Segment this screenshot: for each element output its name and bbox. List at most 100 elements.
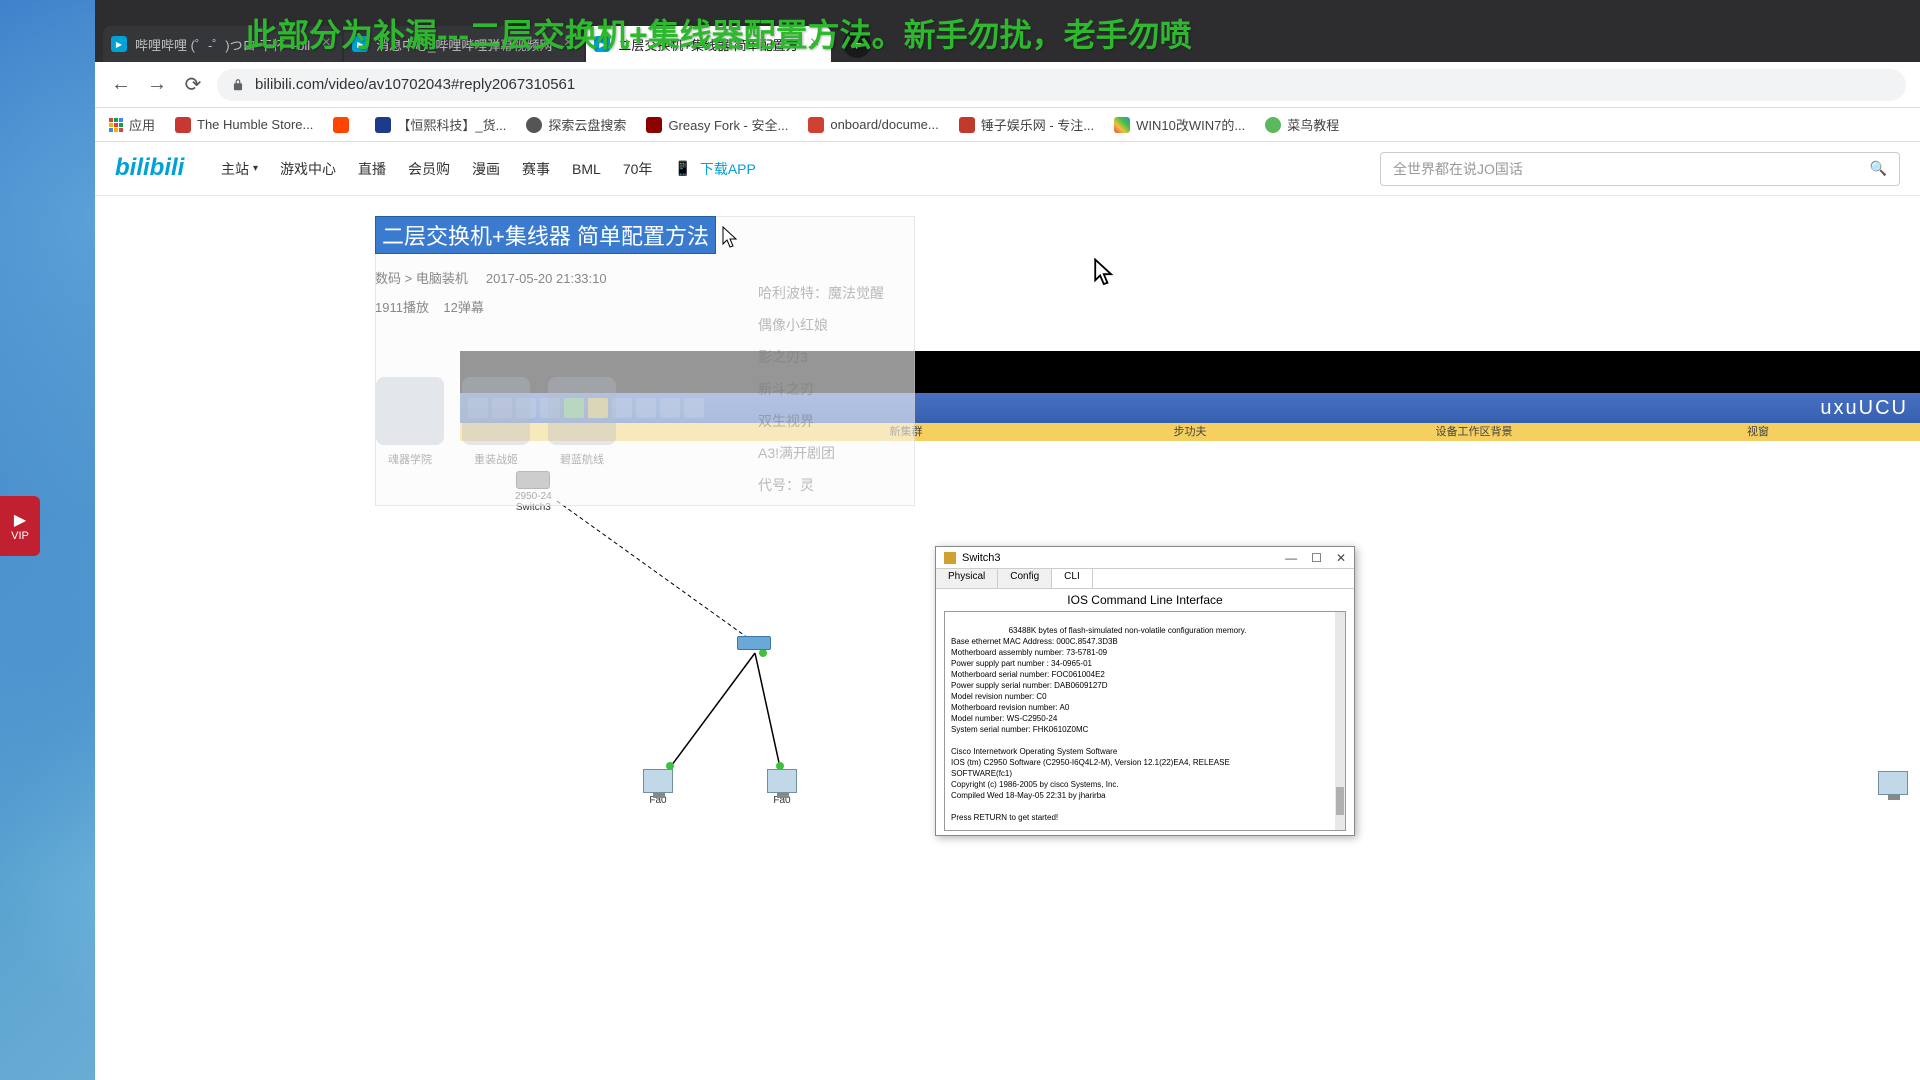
window-title: Switch3 [962, 552, 1001, 564]
bookmark-icon [175, 117, 191, 133]
menu-shop[interactable]: 会员购 [408, 159, 450, 179]
chevron-down-icon: ▾ [253, 163, 258, 174]
site-nav: bilibili 主站▾ 游戏中心 直播 会员购 漫画 赛事 BML 70年 📱… [95, 142, 1920, 196]
bookmark[interactable] [333, 117, 355, 133]
url-text: bilibili.com/video/av10702043#reply20673… [255, 76, 575, 93]
thumb-grid: 魂器学院 重装战姬 碧蓝航线 [376, 377, 616, 467]
strip-label: 步功夫 [1048, 423, 1332, 441]
bookmark-label: Greasy Fork - 安全... [668, 115, 788, 134]
video-title: 二层交换机+集线器 简单配置方法 [375, 216, 716, 254]
apps-button[interactable]: 应用 [109, 115, 155, 134]
vip-badge[interactable]: VIP [0, 496, 40, 556]
video-stats: 1911播放 12弹幕 [375, 297, 915, 316]
cli-window[interactable]: Switch3 — ☐ ✕ Physical Config CLI IOS Co… [935, 546, 1355, 836]
bookmarks-bar: 应用 The Humble Store... 【恒熙科技】_货... 探索云盘搜… [95, 108, 1920, 142]
video-header: 二层交换机+集线器 简单配置方法 数码 > 电脑装机 2017-05-20 21… [375, 216, 915, 316]
address-bar: ← → ⟳ bilibili.com/video/av10702043#repl… [95, 62, 1920, 108]
bookmark-label: WIN10改WIN7的... [1136, 115, 1245, 134]
bookmark-icon [646, 117, 662, 133]
bookmark-label: The Humble Store... [197, 117, 313, 132]
bookmark-icon [333, 117, 349, 133]
topology-links [485, 461, 910, 841]
annotation-overlay: 此部分为补漏---二层交换机+集线器配置方法。新手勿扰，老手勿喷 [245, 10, 1192, 56]
bookmark-label: 应用 [129, 115, 155, 134]
strip-label: 设备工作区背景 [1332, 423, 1616, 441]
forward-button[interactable]: → [145, 73, 169, 97]
close-button[interactable]: ✕ [1336, 551, 1346, 565]
bookmark[interactable]: Greasy Fork - 安全... [646, 115, 788, 134]
strip-label: 视窗 [1616, 423, 1900, 441]
cli-terminal[interactable]: 63488K bytes of flash-simulated non-vola… [944, 611, 1346, 831]
video-date: 2017-05-20 21:33:10 [486, 271, 607, 286]
bookmark[interactable]: 探索云盘搜索 [526, 115, 626, 134]
tab-icon [111, 36, 127, 52]
bookmark[interactable]: 菜鸟教程 [1265, 115, 1339, 134]
menu-70y[interactable]: 70年 [623, 159, 653, 179]
menu-app[interactable]: 📱下载APP [674, 159, 755, 179]
menu-home[interactable]: 主站▾ [221, 159, 258, 179]
device-pc[interactable]: Fa0 [767, 769, 797, 806]
page-content: 哈利波特：魔法觉醒 偶像小红娘 影之刃3 新斗之刃 双生视界 A3!满开剧团 代… [95, 196, 1920, 1080]
bookmark-icon [808, 117, 824, 133]
search-input[interactable]: 全世界都在说JO国话 🔍 [1380, 152, 1900, 186]
reload-button[interactable]: ⟳ [181, 73, 205, 97]
dropdown-item[interactable]: A3!满开剧团 [758, 437, 884, 469]
dropdown-item[interactable]: 双生视界 [758, 405, 884, 437]
window-icon [944, 552, 956, 564]
dropdown-item[interactable]: 影之刃3 [758, 341, 884, 373]
device-hub[interactable] [737, 636, 771, 652]
cli-tab-physical[interactable]: Physical [936, 569, 998, 588]
cli-text: 63488K bytes of flash-simulated non-vola… [951, 626, 1246, 831]
bookmark-label: 【恒熙科技】_货... [397, 115, 506, 134]
thumb-item[interactable]: 重装战姬 [462, 377, 530, 467]
bookmark-icon [526, 117, 542, 133]
bookmark-icon [375, 117, 391, 133]
dropdown-item[interactable]: 新斗之刃 [758, 373, 884, 405]
thumb-item[interactable]: 魂器学院 [376, 377, 444, 467]
bookmark-icon [1265, 117, 1281, 133]
breadcrumb[interactable]: 数码 > 电脑装机 [375, 271, 468, 286]
back-button[interactable]: ← [109, 73, 133, 97]
danmu-count: 12弹幕 [443, 300, 483, 315]
topology: 2950-24 Switch3 Fa0 Fa0 [485, 461, 910, 841]
maximize-button[interactable]: ☐ [1311, 551, 1322, 565]
url-input[interactable]: bilibili.com/video/av10702043#reply20673… [217, 69, 1906, 101]
lock-icon [231, 78, 245, 92]
bookmark[interactable]: onboard/docume... [808, 117, 938, 133]
cli-tab-config[interactable]: Config [998, 569, 1052, 588]
bookmark-label: onboard/docume... [830, 117, 938, 132]
browser-window: 哔哩哔哩 (゜-゜)つロ 干杯~-bil × 消息中心_哔哩哔哩弹幕视频网 × … [95, 0, 1920, 1080]
search-icon[interactable]: 🔍 [1870, 160, 1887, 177]
dropdown-item[interactable]: 代号：灵 [758, 469, 884, 501]
player-brand: uxuUCU [1820, 393, 1908, 423]
menu-esports[interactable]: 赛事 [522, 159, 550, 179]
cli-tabs: Physical Config CLI [936, 569, 1354, 589]
cli-heading: IOS Command Line Interface [936, 589, 1354, 611]
play-count: 1911播放 [375, 300, 429, 315]
bookmark-label: 探索云盘搜索 [548, 115, 626, 134]
phone-icon: 📱 [674, 160, 691, 177]
site-menu: 主站▾ 游戏中心 直播 会员购 漫画 赛事 BML 70年 📱下载APP [221, 159, 756, 179]
bookmark-label: 锤子娱乐网 - 专注... [981, 115, 1094, 134]
device-pc[interactable] [1878, 771, 1908, 797]
minimize-button[interactable]: — [1285, 551, 1297, 565]
menu-bml[interactable]: BML [572, 159, 601, 179]
scrollbar[interactable] [1335, 612, 1345, 830]
apps-icon [109, 118, 123, 132]
window-titlebar[interactable]: Switch3 — ☐ ✕ [936, 547, 1354, 569]
bookmark[interactable]: 【恒熙科技】_货... [375, 115, 506, 134]
bookmark-icon [1114, 117, 1130, 133]
bookmark[interactable]: 锤子娱乐网 - 专注... [959, 115, 1094, 134]
thumb-item[interactable]: 碧蓝航线 [548, 377, 616, 467]
menu-live[interactable]: 直播 [358, 159, 386, 179]
menu-game[interactable]: 游戏中心 [280, 159, 336, 179]
site-logo[interactable]: bilibili [115, 154, 199, 184]
bookmark[interactable]: WIN10改WIN7的... [1114, 115, 1245, 134]
packet-tracer-canvas[interactable]: 2950-24 Switch3 Fa0 Fa0 [460, 441, 1920, 1031]
video-meta: 数码 > 电脑装机 2017-05-20 21:33:10 [375, 268, 915, 287]
device-pc[interactable]: Fa0 [643, 769, 673, 806]
bookmark[interactable]: The Humble Store... [175, 117, 313, 133]
cli-tab-cli[interactable]: CLI [1052, 569, 1093, 588]
menu-manga[interactable]: 漫画 [472, 159, 500, 179]
bookmark-icon [959, 117, 975, 133]
